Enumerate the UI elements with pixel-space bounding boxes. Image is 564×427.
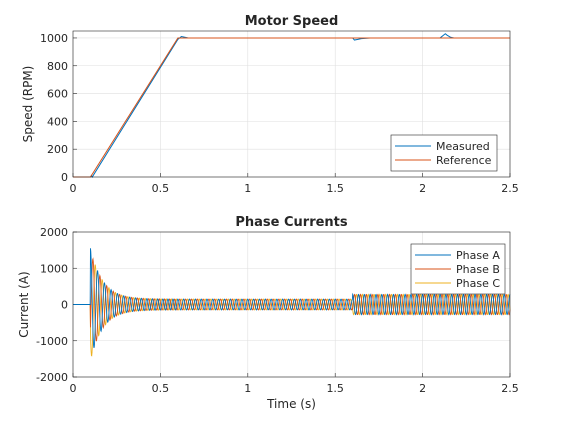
chart-title: Phase Currents [235,215,348,230]
x-tick-label: 2 [419,382,426,395]
legend-entry: Measured [436,140,490,153]
y-tick-label: 0 [61,171,68,184]
plot-lines [73,248,511,357]
x-tick-label: 0.5 [152,182,170,195]
x-tick-label: 1 [244,182,251,195]
legend-entry: Phase A [456,249,500,262]
y-tick-label: 800 [47,60,68,73]
y-tick-label: 600 [47,88,68,101]
axes-box [72,30,511,178]
phase-currents-axes: 0 0.5 1 1.5 2 2.5 -2000 -1000 0 1000 2000 Phase Cu… [17,215,519,411]
y-tick-label: 0 [61,299,68,312]
y-tick-label: 2000 [40,226,68,239]
y-axis-label: Current (A) [17,271,31,337]
legend-box [390,134,498,172]
legend-entry: Phase C [456,277,500,290]
motor-speed-axes: 0 0.5 1 1.5 2 2.5 0 200 400 600 800 1000 Motor Spee… [21,14,519,195]
y-tick-label: -1000 [36,335,68,348]
y-axis-label: Speed (RPM) [21,66,35,143]
x-tick-label: 2 [419,182,426,195]
x-tick-label: 0 [70,382,77,395]
series-line-phase-b [73,257,511,342]
x-tick-label: 0.5 [152,382,170,395]
x-tick-label: 1 [244,382,251,395]
legend-entry: Phase B [456,263,500,276]
x-axis-label: Time (s) [266,397,316,411]
x-tick-label: 0 [70,182,77,195]
y-tick-label: 1000 [40,32,68,45]
chart-title: Motor Speed [245,14,339,29]
series-line-phase-a [73,248,511,348]
x-tick-label: 1.5 [326,382,344,395]
x-tick-label: 1.5 [326,182,344,195]
tick-labels: 0 0.5 1 1.5 2 2.5 -2000 -1000 0 1000 2000 [36,226,519,395]
axes-box [72,231,511,378]
y-tick-label: 400 [47,115,68,128]
x-tick-label: 2.5 [501,382,519,395]
y-tick-label: -2000 [36,371,68,384]
series-line-measured [73,33,510,178]
y-tick-label: 200 [47,143,68,156]
x-tick-label: 2.5 [501,182,519,195]
tick-labels: 0 0.5 1 1.5 2 2.5 0 200 400 600 800 1000 [40,32,519,195]
legend-entry: Reference [436,154,492,167]
y-tick-label: 1000 [40,262,68,275]
